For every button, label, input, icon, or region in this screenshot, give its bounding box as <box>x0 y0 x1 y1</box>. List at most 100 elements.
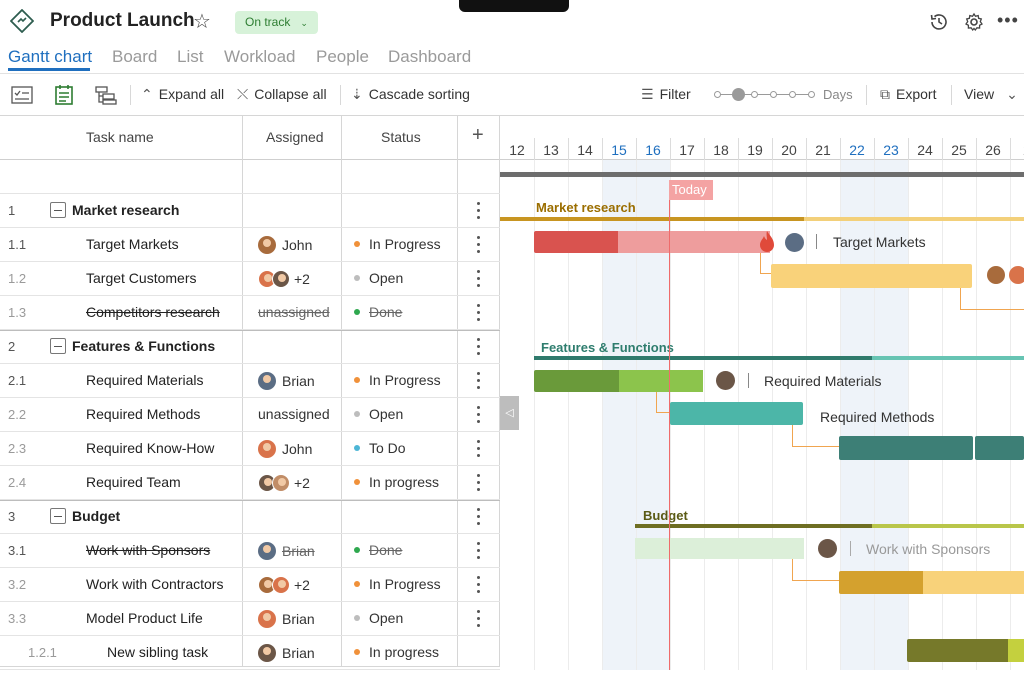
history-icon[interactable] <box>929 12 949 32</box>
task-name[interactable]: Market research <box>72 202 180 218</box>
bar-required-team[interactable] <box>975 436 1024 460</box>
row-menu-icon[interactable] <box>476 336 482 358</box>
more-icon[interactable]: ••• <box>997 10 1019 30</box>
bar-required-materials[interactable] <box>619 370 703 392</box>
group-row[interactable]: 1 Market research <box>0 194 500 228</box>
group-bar-budget-remaining[interactable] <box>872 524 1024 528</box>
status-cell[interactable]: Open <box>354 406 403 422</box>
row-menu-icon[interactable] <box>476 438 482 460</box>
task-name[interactable]: Features & Functions <box>72 338 216 354</box>
tab-gantt-chart[interactable]: Gantt chart <box>8 47 93 66</box>
table-row[interactable]: 1.2.1 New sibling task Brian In progress <box>0 636 500 670</box>
zoom-slider-stop[interactable] <box>770 91 777 98</box>
table-row[interactable]: 2.1 Required Materials Brian In Progress <box>0 364 500 398</box>
row-menu-icon[interactable] <box>476 370 482 392</box>
bar-new-sibling-task-done[interactable] <box>907 639 1008 662</box>
bar-required-know-how[interactable] <box>839 436 973 460</box>
assignee-cell[interactable]: +2 <box>258 576 310 594</box>
assignee-cell[interactable]: +2 <box>258 270 310 288</box>
table-row[interactable]: 1.3 Competitors research unassigned Done <box>0 296 500 330</box>
zoom-slider-knob[interactable] <box>732 88 745 101</box>
status-cell[interactable]: In progress <box>354 474 439 490</box>
assignee-cell[interactable]: unassigned <box>258 406 330 422</box>
assignee-cell[interactable]: +2 <box>258 474 310 492</box>
zoom-slider-stop[interactable] <box>789 91 796 98</box>
export-button[interactable]: ⧉ Export <box>880 86 936 103</box>
tab-people[interactable]: People <box>316 47 369 66</box>
status-cell[interactable]: In Progress <box>354 236 441 252</box>
bar-target-markets[interactable] <box>618 231 770 253</box>
expand-all-button[interactable]: ⌃ Expand all <box>141 86 224 103</box>
column-task-name[interactable]: Task name <box>86 129 154 145</box>
task-name[interactable]: Required Materials <box>86 372 204 388</box>
task-name[interactable]: Work with Contractors <box>86 576 224 592</box>
zoom-slider-stop[interactable] <box>714 91 721 98</box>
status-cell[interactable]: Done <box>354 542 402 558</box>
collapse-all-button[interactable]: ⤬ Collapse all <box>237 86 327 103</box>
tab-dashboard[interactable]: Dashboard <box>388 47 472 66</box>
status-cell[interactable]: Done <box>354 304 402 320</box>
task-name[interactable]: Target Customers <box>86 270 197 286</box>
task-name[interactable]: Required Methods <box>86 406 201 422</box>
row-menu-icon[interactable] <box>476 234 482 256</box>
group-bar-budget[interactable] <box>635 524 872 528</box>
table-row[interactable]: 3.2 Work with Contractors +2 In Progress <box>0 568 500 602</box>
task-list-icon[interactable] <box>53 85 75 105</box>
tab-list[interactable]: List <box>177 47 204 66</box>
bar-work-with-contractors[interactable] <box>923 571 1024 594</box>
assignee-cell[interactable]: Brian <box>258 644 315 662</box>
filter-button[interactable]: ☰ Filter <box>641 86 691 103</box>
group-bar-features-functions-remaining[interactable] <box>872 356 1024 360</box>
assignee-cell[interactable]: Brian <box>258 542 315 560</box>
collapse-grid-handle[interactable]: ◁ <box>500 396 519 430</box>
task-name[interactable]: Required Team <box>86 474 181 490</box>
collapse-group-icon[interactable] <box>50 508 66 524</box>
status-cell[interactable]: In Progress <box>354 372 441 388</box>
task-name[interactable]: Target Markets <box>86 236 179 252</box>
zoom-slider-stop[interactable] <box>751 91 758 98</box>
star-icon[interactable]: ☆ <box>193 11 211 33</box>
table-row[interactable]: 2.2 Required Methods unassigned Open <box>0 398 500 432</box>
assignee-cell[interactable]: unassigned <box>258 304 330 320</box>
bar-required-methods[interactable] <box>670 402 803 425</box>
row-menu-icon[interactable] <box>476 404 482 426</box>
status-cell[interactable]: In Progress <box>354 576 441 592</box>
view-dropdown[interactable]: View ⌄ <box>964 86 1018 103</box>
table-row[interactable]: 2.4 Required Team +2 In progress <box>0 466 500 500</box>
row-menu-icon[interactable] <box>476 540 482 562</box>
bar-work-with-contractors-done[interactable] <box>839 571 923 594</box>
collapse-group-icon[interactable] <box>50 338 66 354</box>
row-menu-icon[interactable] <box>476 268 482 290</box>
row-menu-icon[interactable] <box>476 608 482 630</box>
table-row[interactable]: 1.2 Target Customers +2 Open <box>0 262 500 296</box>
row-menu-icon[interactable] <box>476 574 482 596</box>
task-name[interactable]: Budget <box>72 508 121 524</box>
table-row[interactable]: 1.1 Target Markets John In Progress <box>0 228 500 262</box>
row-menu-icon[interactable] <box>476 506 482 528</box>
hierarchy-icon[interactable] <box>95 85 117 105</box>
row-menu-icon[interactable] <box>476 302 482 324</box>
bar-target-customers[interactable] <box>771 264 972 288</box>
assignee-cell[interactable]: John <box>258 236 312 254</box>
assignee-cell[interactable]: John <box>258 440 312 458</box>
project-summary-bar[interactable] <box>500 172 1024 177</box>
assignee-cell[interactable]: Brian <box>258 372 315 390</box>
group-row[interactable]: 2 Features & Functions <box>0 330 500 364</box>
table-row[interactable]: 2.3 Required Know-How John To Do <box>0 432 500 466</box>
task-name[interactable]: Required Know-How <box>86 440 215 456</box>
column-status[interactable]: Status <box>381 129 421 145</box>
bar-target-markets-done[interactable] <box>534 231 618 253</box>
table-row[interactable]: 3.3 Model Product Life Brian Open <box>0 602 500 636</box>
column-assigned[interactable]: Assigned <box>266 129 324 145</box>
zoom-slider-track[interactable] <box>718 94 814 95</box>
group-bar-market-research-remaining[interactable] <box>804 217 1024 221</box>
row-menu-icon[interactable] <box>476 200 482 222</box>
status-cell[interactable]: Open <box>354 610 403 626</box>
status-cell[interactable]: Open <box>354 270 403 286</box>
bar-new-sibling-task[interactable] <box>1008 639 1024 662</box>
cascade-sorting-button[interactable]: ⇣ Cascade sorting <box>351 86 470 103</box>
add-column-button[interactable]: + <box>472 124 484 146</box>
task-name[interactable]: New sibling task <box>107 644 209 660</box>
row-menu-icon[interactable] <box>476 472 482 494</box>
project-status-dropdown[interactable]: On track ⌄ <box>235 11 318 34</box>
